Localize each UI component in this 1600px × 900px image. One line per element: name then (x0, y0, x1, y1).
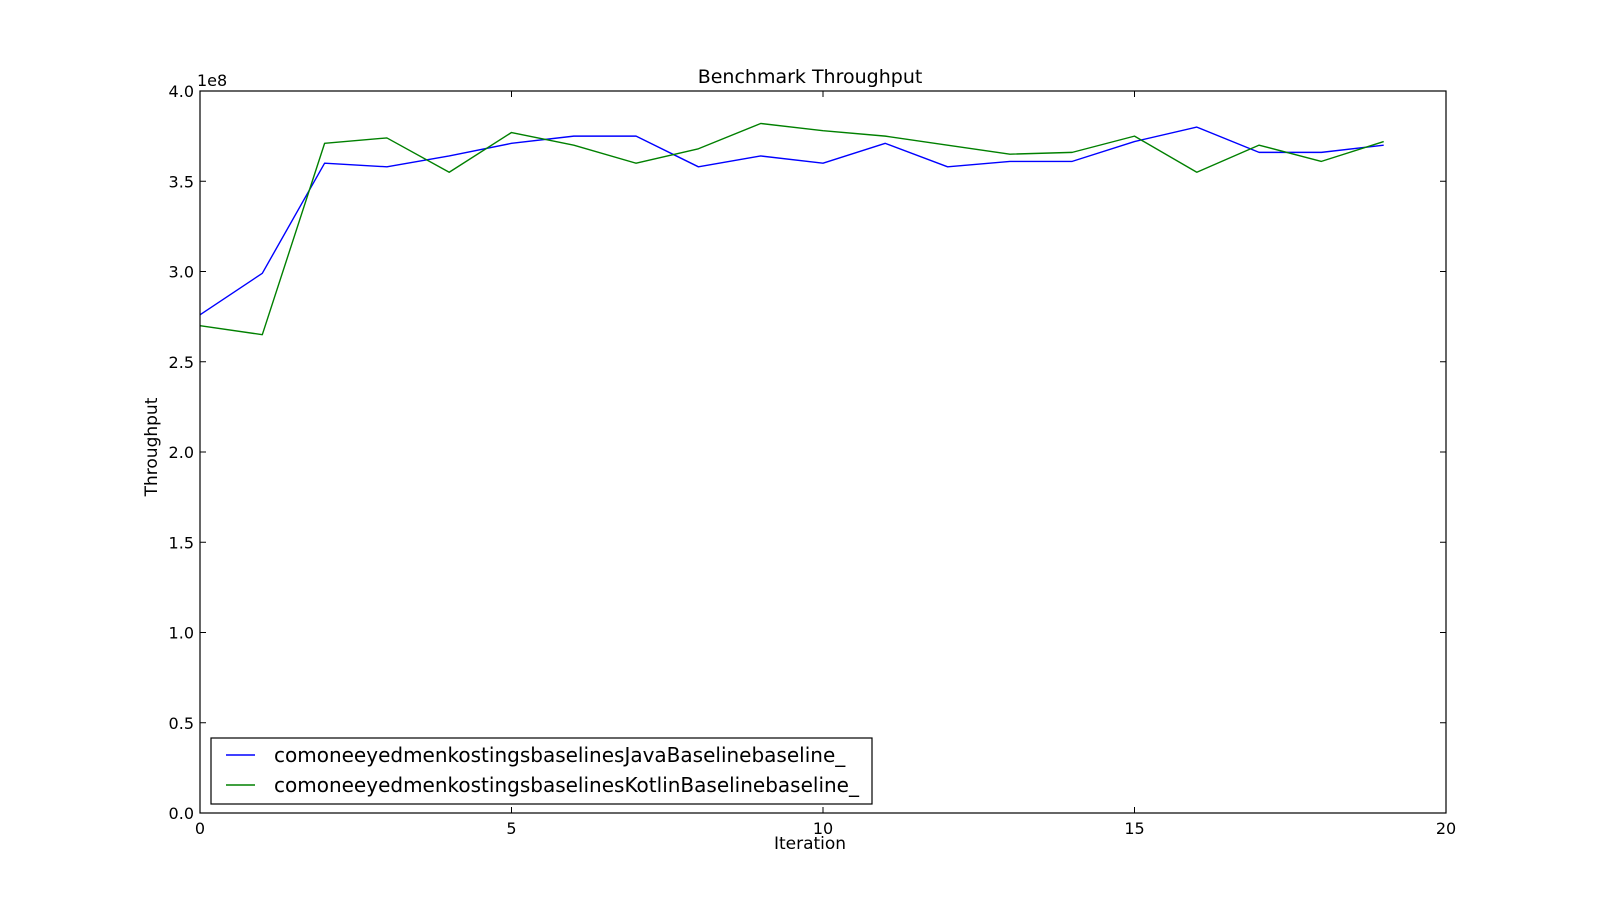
y-tick-label: 1.0 (169, 624, 194, 643)
y-tick-label: 2.5 (169, 353, 194, 372)
y-tick-label: 4.0 (169, 82, 194, 101)
y-axis-label: Throughput (142, 397, 162, 497)
x-tick-label: 0 (195, 819, 205, 838)
x-tick-label: 15 (1124, 819, 1144, 838)
chart-title: Benchmark Throughput (698, 66, 923, 88)
x-tick-label: 20 (1436, 819, 1456, 838)
x-tick-label: 10 (813, 819, 833, 838)
legend-label-2: comoneeyedmenkostingsbaselinesKotlinBase… (274, 773, 860, 797)
y-tick-label: 0.5 (169, 714, 194, 733)
series-line-1 (199, 126, 1384, 316)
x-axis-label: Iteration (774, 834, 846, 854)
plot-area: 0 5 10 15 20 0.0 0.5 1.0 1.5 2.0 2.5 3.0 3.5 4.0 comon… (169, 82, 1457, 838)
legend-box (210, 737, 873, 805)
y-tick-label: 2.0 (169, 443, 194, 462)
y-offset-label: 1e8 (197, 71, 227, 90)
y-tick-label: 0.0 (169, 804, 194, 823)
x-tick-label: 5 (506, 819, 516, 838)
legend-label-1: comoneeyedmenkostingsbaselinesJavaBaseli… (274, 743, 846, 767)
series-line-2 (199, 122, 1384, 336)
y-tick-label: 3.0 (169, 263, 194, 282)
y-tick-label: 3.5 (169, 172, 194, 191)
y-tick-label: 1.5 (169, 533, 194, 552)
